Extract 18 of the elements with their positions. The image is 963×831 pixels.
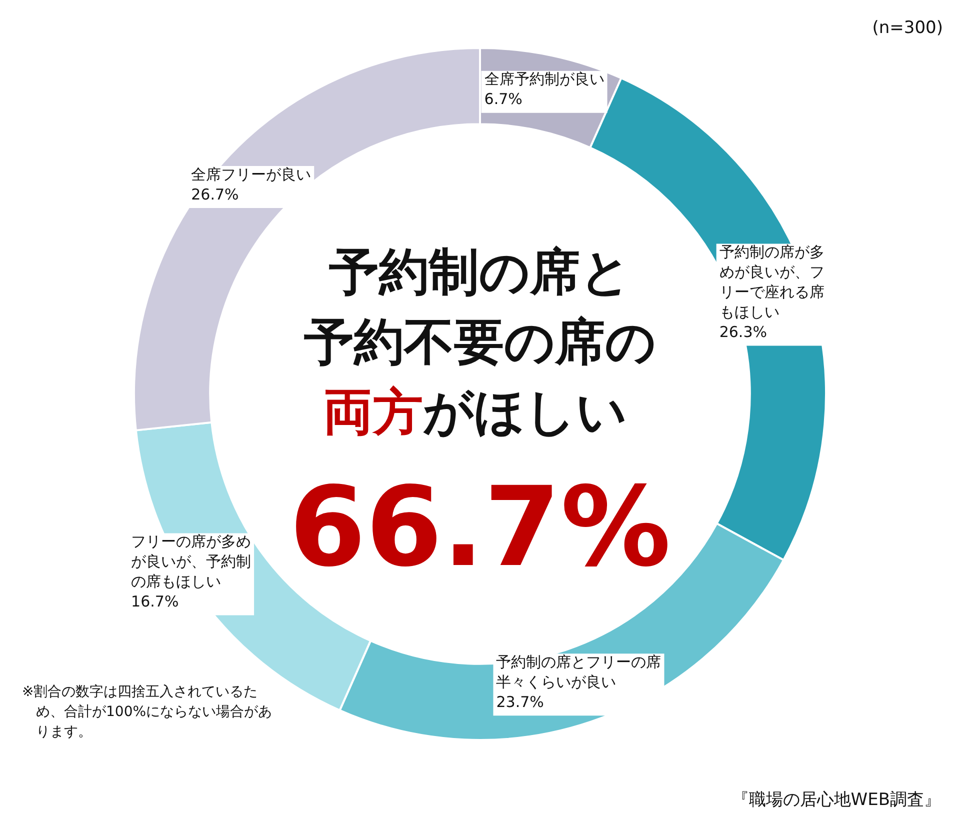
slice-label: 全席予約制が良い	[484, 70, 604, 88]
slice-label: フリーの席が多めが良いが、予約制の席もほしい	[131, 532, 252, 591]
data-label: 16.7%	[131, 592, 179, 611]
slice-label: 全席フリーが良い	[191, 165, 312, 184]
text: 『職場の居心地WEB調査』	[732, 789, 941, 811]
text: ※割合の数字は四捨五入されているため、合計が100%にならない場合があります。	[22, 683, 274, 742]
text: 予約不要の席の	[304, 312, 656, 372]
data-label: 23.7%	[496, 693, 544, 712]
data-label: 6.7%	[484, 90, 522, 108]
data-label: 26.3%	[719, 323, 767, 342]
text: 両方	[323, 382, 423, 442]
text: (n=300)	[872, 18, 943, 38]
text: 予約制の席と	[329, 242, 631, 302]
text: がほしい	[423, 382, 627, 442]
slice-label: 予約制の席とフリーの席半々くらいが良い	[496, 653, 662, 692]
slice-label: 予約制の席が多めが良いが、フリーで座れる席もほしい	[719, 243, 824, 322]
text: 66.7%	[289, 462, 671, 592]
data-label: 26.7%	[191, 185, 239, 204]
